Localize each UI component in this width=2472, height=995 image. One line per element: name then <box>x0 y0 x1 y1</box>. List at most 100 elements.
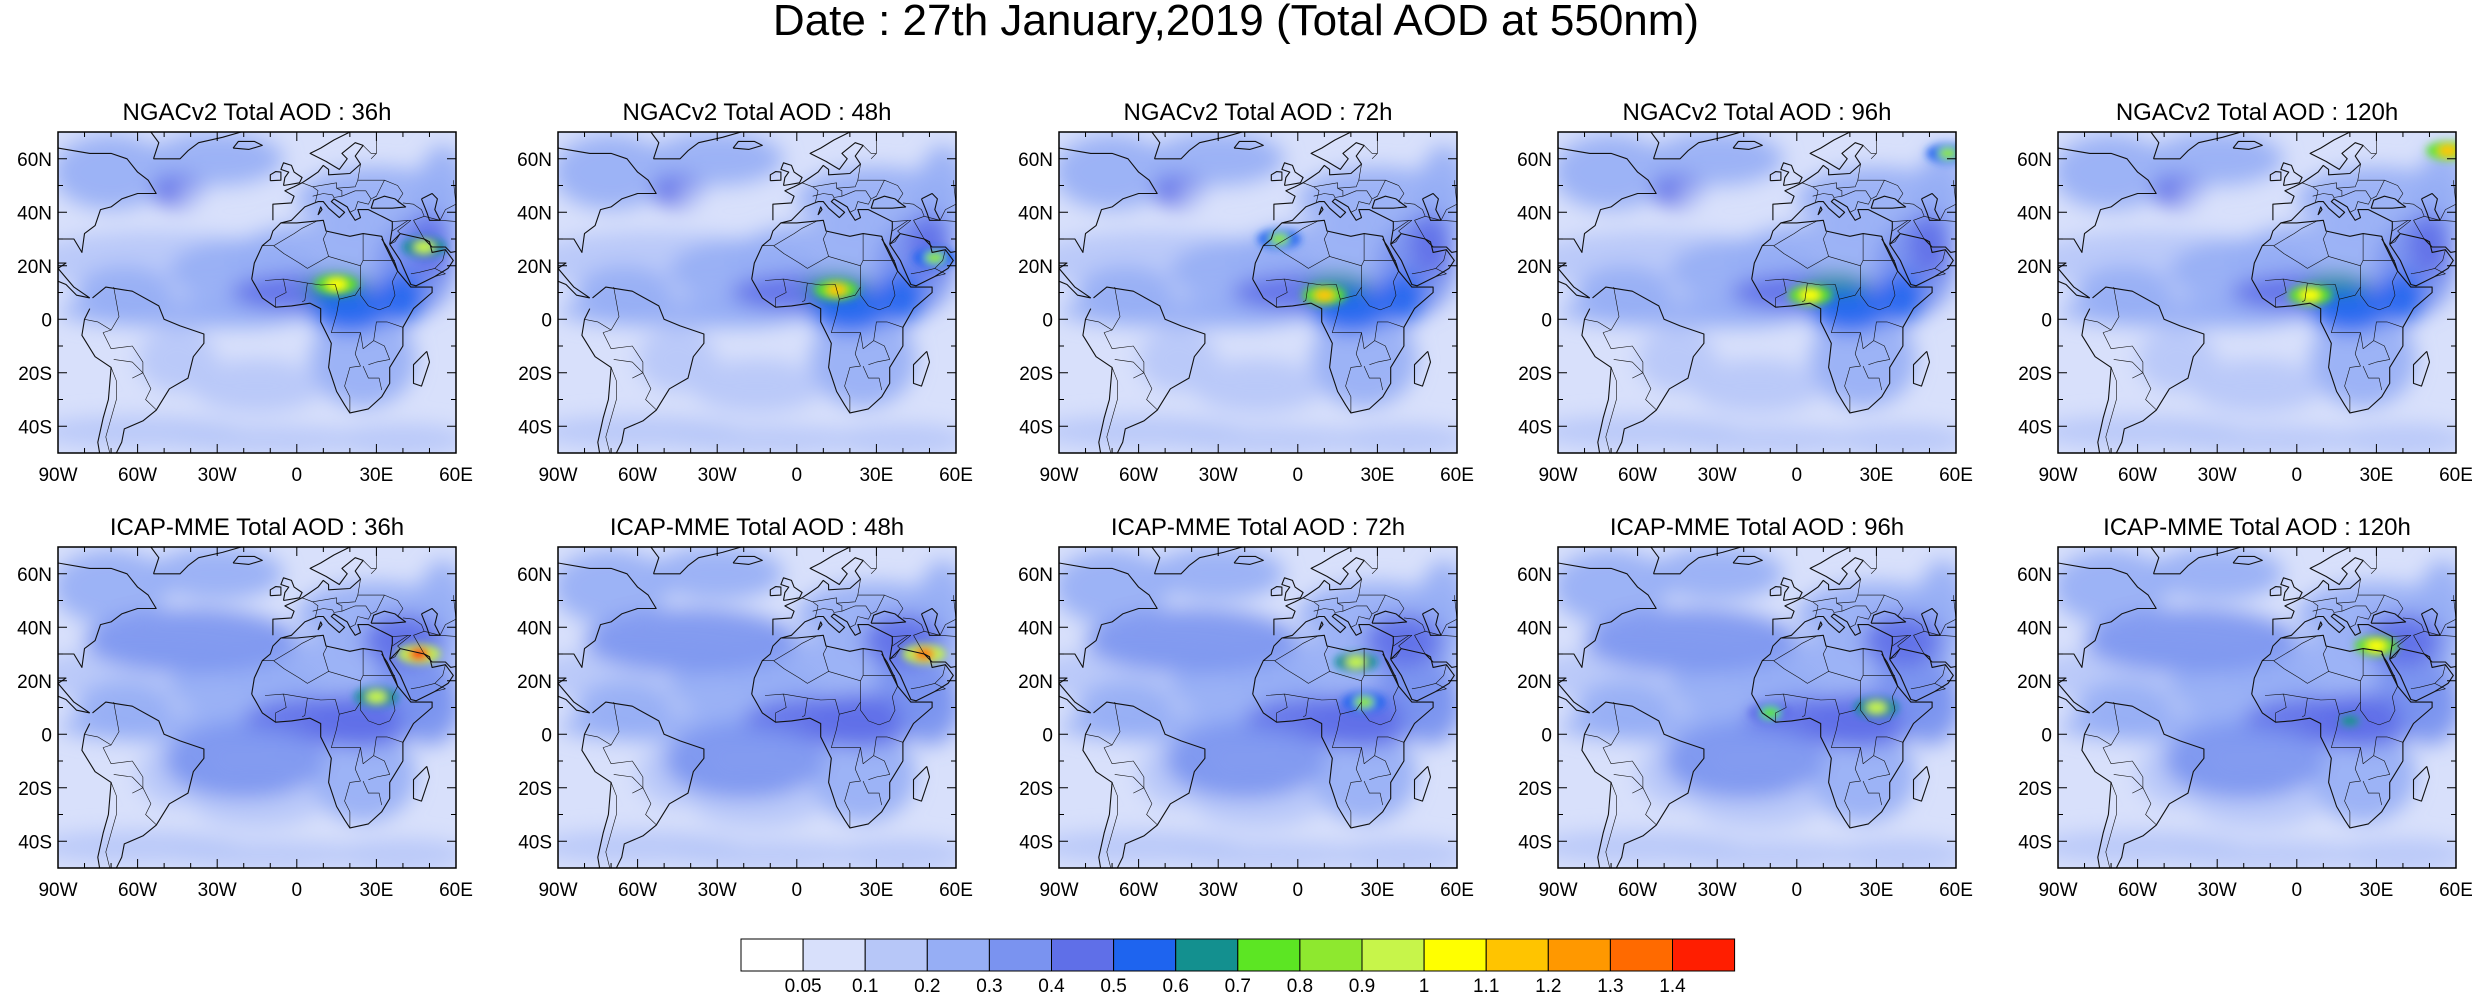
colorbar-swatch <box>1485 938 1549 972</box>
colorbar-swatch <box>1423 938 1487 972</box>
lon-tick-label: 30W <box>1698 880 1737 901</box>
lat-tick-label: 20N <box>17 672 52 693</box>
lat-tick-label: 40N <box>1517 203 1552 224</box>
lat-tick-label: 0 <box>2041 310 2052 331</box>
lat-tick-label: 20S <box>1518 364 1552 385</box>
lon-tick-label: 30E <box>1859 465 1893 486</box>
lat-tick-label: 0 <box>41 310 52 331</box>
lat-tick-label: 60N <box>517 150 552 171</box>
colorbar-label: 0.2 <box>914 976 940 995</box>
colorbar-label: 0.3 <box>976 976 1002 995</box>
lat-tick-label: 40S <box>18 832 52 853</box>
map-panel: NGACv2 Total AOD : 120h 60N 40N 20N 0 20S 40S 9… <box>2017 99 2472 486</box>
colorbar-label: 1 <box>1419 976 1430 995</box>
map-panel: NGACv2 Total AOD : 48h 60N 40N 20N 0 20S 40S 90… <box>517 99 973 486</box>
lat-tick-label: 40N <box>17 203 52 224</box>
lat-tick-label: 40N <box>1018 618 1053 639</box>
colorbar-swatch <box>988 938 1053 972</box>
aod-field <box>58 132 456 453</box>
lon-tick-label: 60E <box>1939 465 1973 486</box>
lon-tick-label: 30E <box>359 465 393 486</box>
panel-title: ICAP-MME Total AOD : 72h <box>1111 514 1405 541</box>
coastlines <box>558 547 956 868</box>
lon-tick-label: 0 <box>1293 465 1304 486</box>
lon-tick-label: 90W <box>538 465 577 486</box>
lat-tick-label: 40S <box>1019 417 1053 438</box>
panel-title: NGACv2 Total AOD : 36h <box>122 99 391 126</box>
aod-hotspot <box>366 690 387 703</box>
lat-tick-label: 60N <box>2017 150 2052 171</box>
lon-tick-label: 60W <box>618 880 657 901</box>
lat-tick-label: 0 <box>1042 310 1053 331</box>
coastlines <box>58 547 456 868</box>
aod-hotspot <box>2366 639 2387 652</box>
lat-tick-label: 20S <box>518 779 552 800</box>
coastlines <box>2058 132 2456 453</box>
aod-field <box>1558 132 1956 453</box>
panel-title: ICAP-MME Total AOD : 48h <box>610 514 904 541</box>
colorbar-swatch <box>864 938 928 972</box>
lat-tick-label: 60N <box>17 565 52 586</box>
colorbar-swatch <box>1547 938 1611 972</box>
lon-tick-label: 30E <box>2359 465 2393 486</box>
coastlines <box>1059 132 1457 453</box>
lat-tick-label: 60N <box>1018 565 1053 586</box>
lon-tick-label: 0 <box>2292 880 2303 901</box>
colorbar-swatch <box>1361 938 1425 972</box>
lon-tick-label: 30W <box>2198 880 2237 901</box>
aod-field <box>558 547 956 868</box>
lat-tick-label: 60N <box>1018 150 1053 171</box>
lat-tick-label: 40S <box>518 832 552 853</box>
panel-title: NGACv2 Total AOD : 72h <box>1123 99 1392 126</box>
aod-hotspot <box>1760 706 1781 719</box>
lon-tick-label: 30E <box>359 880 393 901</box>
lon-tick-label: 30W <box>1199 465 1238 486</box>
panel-title: NGACv2 Total AOD : 96h <box>1622 99 1891 126</box>
lon-tick-label: 60W <box>1119 465 1158 486</box>
lon-tick-label: 0 <box>1293 880 1304 901</box>
colorbar-label: 1.4 <box>1659 976 1686 995</box>
coastlines <box>1558 547 1956 868</box>
aod-hotspot <box>2339 714 2360 727</box>
lon-tick-label: 60E <box>939 880 973 901</box>
aod-hotspot <box>1354 696 1375 709</box>
aod-field <box>2058 547 2456 868</box>
colorbar-swatch <box>1672 938 1736 972</box>
aod-field <box>558 132 956 453</box>
lon-tick-label: 90W <box>1538 465 1577 486</box>
panel-title: ICAP-MME Total AOD : 96h <box>1610 514 1904 541</box>
lat-tick-label: 40S <box>1518 832 1552 853</box>
lon-tick-label: 30W <box>698 465 737 486</box>
lat-tick-label: 60N <box>2017 565 2052 586</box>
lon-tick-label: 60E <box>1939 880 1973 901</box>
colorbar-label: 1.1 <box>1473 976 1499 995</box>
colorbar-label: 1.3 <box>1597 976 1623 995</box>
lon-tick-label: 30W <box>698 880 737 901</box>
lat-tick-label: 40N <box>517 203 552 224</box>
lat-tick-label: 60N <box>517 565 552 586</box>
lat-tick-label: 40N <box>2017 618 2052 639</box>
lon-tick-label: 90W <box>1039 880 1078 901</box>
lat-tick-label: 20N <box>517 257 552 278</box>
lon-tick-label: 30E <box>2359 880 2393 901</box>
lon-tick-label: 0 <box>1792 465 1803 486</box>
lon-tick-label: 90W <box>2038 880 2077 901</box>
lon-tick-label: 0 <box>292 880 303 901</box>
colorbar-label: 0.7 <box>1225 976 1251 995</box>
lon-tick-label: 0 <box>2292 465 2303 486</box>
aod-hotspot <box>1346 656 1367 669</box>
lat-tick-label: 40N <box>17 618 52 639</box>
lon-tick-label: 60W <box>1618 465 1657 486</box>
aod-hotspot <box>1800 289 1821 302</box>
lon-tick-label: 60W <box>118 880 157 901</box>
lon-tick-label: 60W <box>2118 465 2157 486</box>
lat-tick-label: 0 <box>1541 725 1552 746</box>
lon-tick-label: 60E <box>2439 465 2472 486</box>
lat-tick-label: 40S <box>1518 417 1552 438</box>
map-panel: ICAP-MME Total AOD : 96h 60N 40N 20N 0 20S 40S… <box>1517 514 1973 901</box>
lon-tick-label: 60E <box>1440 880 1474 901</box>
colorbar-label: 0.8 <box>1287 976 1313 995</box>
lat-tick-label: 20N <box>1018 257 1053 278</box>
aod-hotspot <box>1938 147 1956 160</box>
